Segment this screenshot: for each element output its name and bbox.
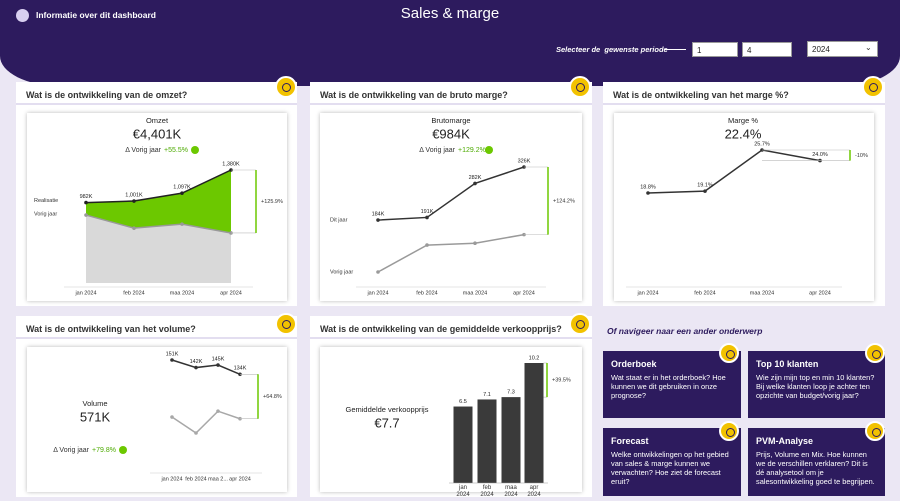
zoom-icon[interactable]: [275, 313, 297, 335]
nav-card[interactable]: Orderboek Wat staat er in het orderboek? …: [603, 351, 741, 418]
x-tick-label: apr 2024: [527, 485, 541, 498]
period-from[interactable]: 1: [692, 42, 738, 57]
x-tick-label: maa 2024: [504, 485, 518, 498]
x-tick-label: feb 2024: [480, 485, 494, 498]
year-select[interactable]: 2024: [807, 41, 878, 57]
page-title: Sales & marge: [400, 5, 500, 22]
nav-card[interactable]: Top 10 klanten Wie zijn mijn top en min 1…: [748, 351, 885, 418]
panel-title: Wat is de ontwikkeling van het marge %?: [603, 82, 885, 105]
chart-card: [27, 113, 287, 301]
zoom-icon[interactable]: [569, 313, 591, 335]
chevron: ⌄: [865, 43, 872, 52]
period-to[interactable]: 4: [742, 42, 792, 57]
nav-card-title: Orderboek: [611, 359, 657, 369]
period-label: Selecteer de gewenste periode: [556, 45, 668, 54]
chart-card: [320, 113, 582, 301]
nav-card-title: Top 10 klanten: [756, 359, 819, 369]
chart-card: [614, 113, 874, 301]
nav-card-text: Wat staat er in het orderboek? Hoe kunne…: [611, 373, 726, 400]
nav-card[interactable]: Forecast Welke ontwikkelingen op het gebi…: [603, 428, 741, 496]
nav-card-text: Prijs, Volume en Mix. Hoe kunnen we de v…: [756, 450, 875, 486]
chart-card: [27, 347, 287, 492]
nav-heading: Of navigeer naar een ander onderwerp: [607, 326, 763, 336]
zoom-icon[interactable]: [865, 421, 885, 441]
chart-card: [320, 347, 582, 492]
info-link[interactable]: Informatie over dit dashboard: [36, 10, 156, 20]
nav-card-text: Wie zijn mijn top en min 10 klanten? Bij…: [756, 373, 875, 400]
panel-title: Wat is de ontwikkeling van de bruto marg…: [310, 82, 592, 105]
nav-card-title: PVM-Analyse: [756, 436, 814, 446]
zoom-icon[interactable]: [719, 421, 739, 441]
zoom-icon[interactable]: [569, 76, 591, 98]
nav-card-text: Welke ontwikkelingen op het gebied van s…: [611, 450, 729, 486]
zoom-icon[interactable]: [275, 76, 297, 98]
nav-card-title: Forecast: [611, 436, 649, 446]
zoom-icon[interactable]: [719, 343, 739, 363]
zoom-icon[interactable]: [865, 343, 885, 363]
panel-title: Wat is de ontwikkeling van de omzet?: [16, 82, 297, 105]
arrow: [664, 49, 686, 50]
panel-title: Wat is de ontwikkeling van het volume?: [16, 316, 297, 339]
x-tick-label: jan 2024: [456, 485, 470, 498]
info-icon[interactable]: [16, 9, 29, 22]
nav-card[interactable]: PVM-Analyse Prijs, Volume en Mix. Hoe kun…: [748, 428, 885, 496]
panel-title: Wat is de ontwikkeling van de gemiddelde…: [310, 316, 592, 339]
zoom-icon[interactable]: [862, 76, 884, 98]
